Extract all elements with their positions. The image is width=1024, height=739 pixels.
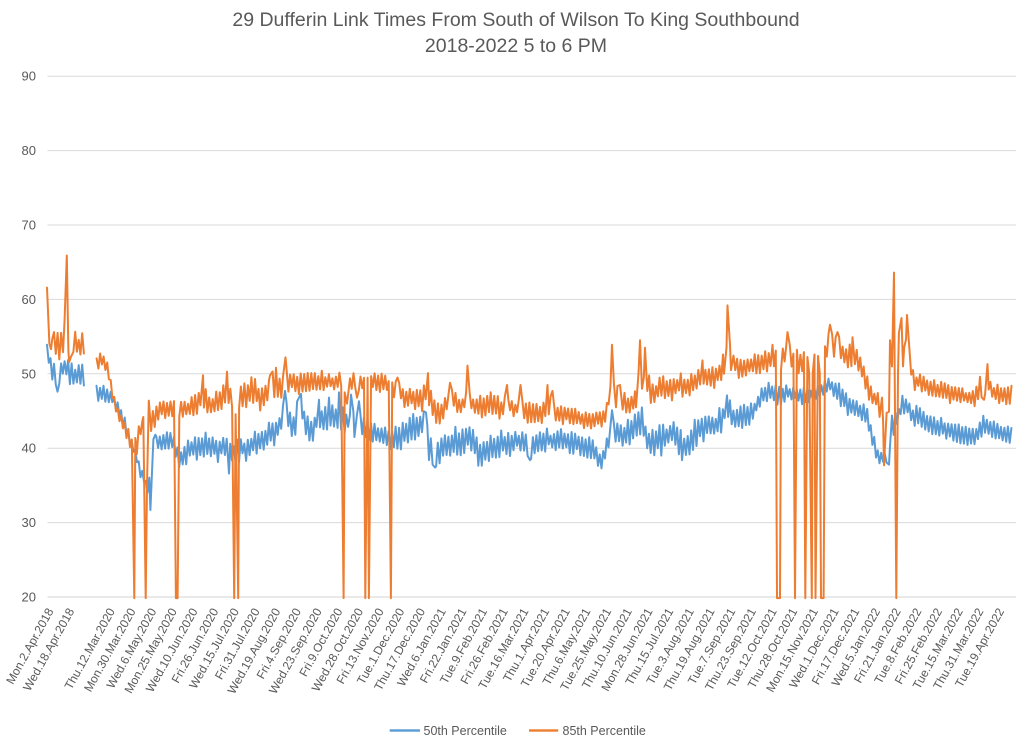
svg-text:60: 60 — [22, 292, 36, 307]
svg-text:85th Percentile: 85th Percentile — [563, 724, 646, 738]
svg-text:50th Percentile: 50th Percentile — [424, 724, 507, 738]
svg-text:80: 80 — [22, 143, 36, 158]
svg-text:50: 50 — [22, 366, 36, 381]
svg-text:30: 30 — [22, 515, 36, 530]
svg-text:70: 70 — [22, 218, 36, 233]
svg-text:2018-2022 5 to 6 PM: 2018-2022 5 to 6 PM — [425, 35, 607, 57]
svg-text:90: 90 — [22, 69, 36, 84]
svg-text:29 Dufferin Link Times From So: 29 Dufferin Link Times From South of Wil… — [232, 9, 799, 31]
svg-text:40: 40 — [22, 441, 36, 456]
svg-text:20: 20 — [22, 590, 36, 605]
